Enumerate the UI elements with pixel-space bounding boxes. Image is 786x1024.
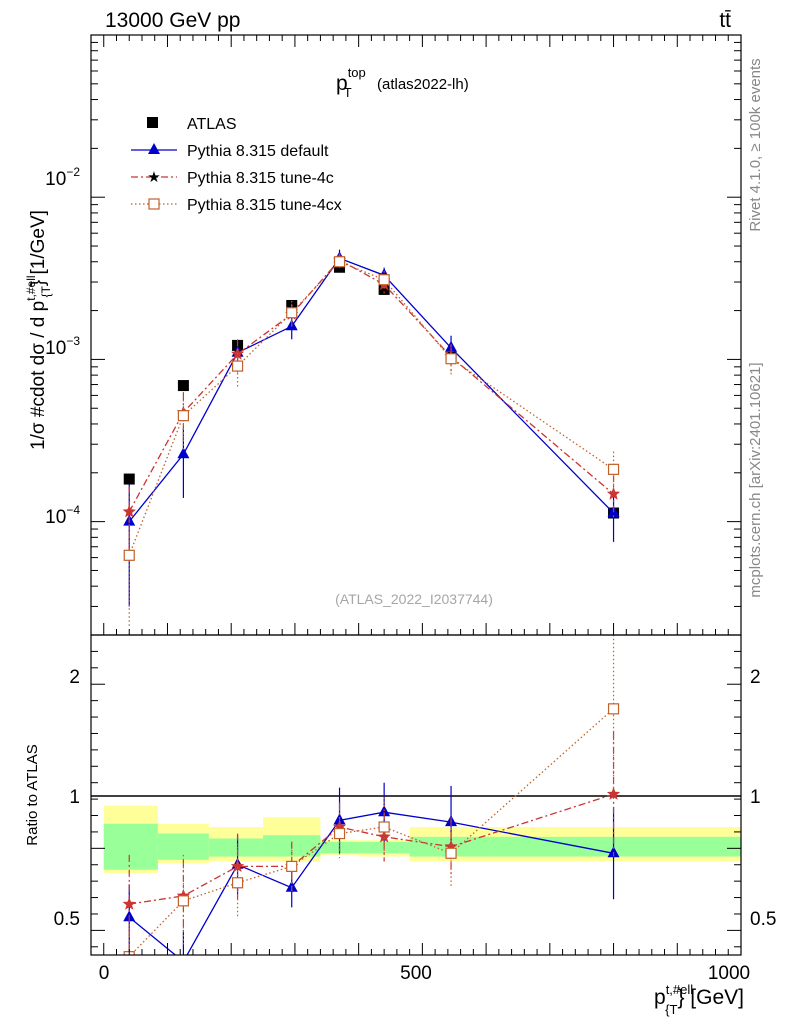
data-point-tune4cx <box>333 256 346 268</box>
ratio-point-tune4cx <box>445 847 457 859</box>
ratio-point-tune4c <box>377 829 391 843</box>
ratio-point-tune4cx <box>333 827 346 840</box>
main-series-group <box>122 249 621 629</box>
ratio-y-tick-label-right-1: 1 <box>750 787 761 808</box>
ratio-data-layer <box>122 635 621 955</box>
ratio-bands <box>103 805 741 873</box>
plot-subtitle: (atlas2022-lh) <box>377 76 469 93</box>
plot-title: ptop T <box>336 65 366 100</box>
ratio-y-tick-label-1: 1 <box>69 787 80 808</box>
x-tick-label-500: 500 <box>400 963 432 984</box>
ratio-y-tick-label-right-2: 2 <box>750 667 761 688</box>
main-data-layer <box>122 249 621 629</box>
ratio-point-default <box>607 846 620 858</box>
legend-marker-tune4cx <box>148 198 160 210</box>
series-line-tune4c <box>128 259 614 513</box>
ratio-point-tune4cx <box>286 860 298 872</box>
legend-marker-default <box>148 143 160 154</box>
ratio-line-tune4cx <box>129 708 614 955</box>
data-point-tune4cx <box>177 410 190 422</box>
ratio-point-default <box>183 954 184 955</box>
xlabel-unit: } [GeV] <box>677 986 744 1009</box>
ratio-line-tune4c <box>129 793 614 905</box>
data-point-atlas <box>378 283 390 295</box>
data-point-tune4cx <box>378 274 390 286</box>
band-inner <box>103 823 158 870</box>
rivet-label: Rivet 4.1.0, ≥ 100k events <box>747 58 764 231</box>
ratio-point-tune4cx <box>231 877 244 889</box>
data-point-tune4cx <box>123 549 135 561</box>
legend-label-tune4cx: Pythia 8.315 tune-4cx <box>187 197 342 214</box>
ratio-line-default <box>128 811 614 955</box>
ratio-point-tune4c <box>444 839 458 853</box>
ratio-y-tick-label-right-0.5: 0.5 <box>750 909 776 930</box>
band-inner <box>208 838 264 857</box>
legend-label-atlas: ATLAS <box>187 116 237 133</box>
ylabel-sub: {T <box>39 285 53 297</box>
data-point-tune4c <box>122 504 136 518</box>
xlabel-sub: {T <box>665 1002 677 1017</box>
plot-title-sup: top <box>348 65 366 80</box>
legend-marker-tune4c: ★ <box>147 169 160 186</box>
ratio-point-tune4cx <box>378 821 390 833</box>
data-point-tune4cx <box>607 463 620 475</box>
data-point-atlas <box>123 473 135 485</box>
mcplots-label: mcplots.cern.ch [arXiv:2401.10621] <box>747 362 764 597</box>
ratio-y-tick-label-0.5: 0.5 <box>54 909 80 930</box>
plot-title-sub: T <box>344 85 352 100</box>
main-y-tick-label: 10−3 <box>45 334 80 359</box>
analysis-watermark: (ATLAS_2022_I2037744) <box>335 591 493 607</box>
legend-label-default: Pythia 8.315 default <box>187 143 329 160</box>
data-point-tune4cx <box>231 360 244 372</box>
legend-marker-atlas <box>147 117 158 128</box>
ylabel-main: 1/σ #cdot dσ / d p <box>28 301 49 450</box>
data-point-tune4c <box>606 487 621 500</box>
legend: ATLAS Pythia 8.315 default ★ Pythia 8.31… <box>131 116 342 214</box>
ratio-point-tune4c <box>122 897 136 910</box>
x-axis-label: pt,#ell {T} [GeV] <box>654 982 744 1017</box>
main-y-tick-label: 10−4 <box>45 503 80 528</box>
ylabel-unit: } [1/GeV] <box>28 210 49 286</box>
ylabel-sup: t,#ell <box>24 275 38 300</box>
plot-title-main: p <box>336 72 348 95</box>
xlabel-sup: t,#ell <box>666 982 694 997</box>
ratio-y-tick-label-2: 2 <box>69 667 80 688</box>
ratio-point-tune4c <box>230 859 245 872</box>
energy-label: 13000 GeV pp <box>105 9 240 32</box>
ratio-point-tune4c <box>606 787 621 800</box>
x-tick-label-1000: 1000 <box>708 963 750 984</box>
series-line-default <box>128 257 614 523</box>
ratio-plot-frame <box>90 634 742 956</box>
ratio-point-tune4cx <box>177 895 190 907</box>
legend-label-tune4c: Pythia 8.315 tune-4c <box>187 170 334 187</box>
series-line-tune4cx <box>128 261 614 556</box>
data-point-tune4cx <box>286 307 298 319</box>
ratio-point-tune4cx <box>607 703 620 715</box>
data-point-default <box>177 447 190 459</box>
xlabel-main: p <box>654 986 666 1009</box>
process-label: tt̄ <box>719 9 731 32</box>
main-y-tick-label: 10−2 <box>45 165 80 190</box>
axis-ticks <box>91 34 742 955</box>
data-point-atlas <box>177 380 189 392</box>
data-point-tune4cx <box>445 353 457 365</box>
ratio-series-group <box>122 635 621 955</box>
main-y-axis-label: 1/σ #cdot dσ / d pt,#ell{T} [1/GeV] <box>24 210 53 450</box>
x-tick-label-0: 0 <box>99 963 110 984</box>
ratio-y-axis-label: Ratio to ATLAS <box>24 744 41 845</box>
